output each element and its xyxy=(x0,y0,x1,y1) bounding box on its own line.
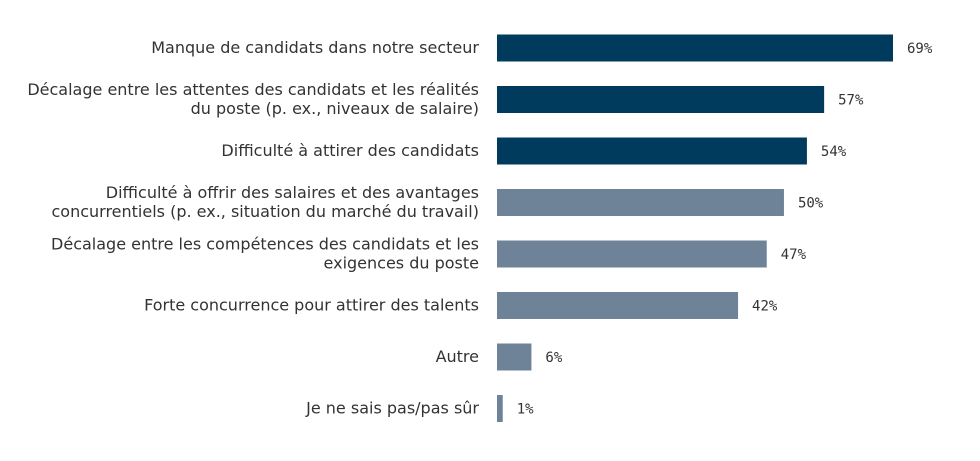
category-label-4-line-0: Décalage entre les compétences des candi… xyxy=(51,235,479,254)
value-label-3: 50% xyxy=(798,196,824,212)
bar-3 xyxy=(497,189,784,216)
value-label-0: 69% xyxy=(907,41,933,57)
category-label-6: Autre xyxy=(436,347,479,366)
category-label-2: Difficulté à attirer des candidats xyxy=(221,141,479,160)
value-label-5: 42% xyxy=(752,299,778,315)
value-label-1: 57% xyxy=(838,93,864,109)
bar-6 xyxy=(497,343,532,371)
bar-2 xyxy=(497,137,807,165)
bar-4 xyxy=(497,240,767,268)
bar-0 xyxy=(497,34,893,62)
category-label-5: Forte concurrence pour attirer des talen… xyxy=(144,296,479,315)
category-label-7: Je ne sais pas/pas sûr xyxy=(305,399,479,418)
category-label-3-line-1: concurrentiels (p. ex., situation du mar… xyxy=(51,202,479,221)
category-label-1-line-0: Décalage entre les attentes des candidat… xyxy=(27,80,479,99)
value-label-2: 54% xyxy=(821,144,847,160)
category-label-1-line-1: du poste (p. ex., niveaux de salaire) xyxy=(191,99,479,118)
bar-5 xyxy=(497,292,739,319)
value-label-4: 47% xyxy=(781,247,807,263)
value-label-6: 6% xyxy=(545,350,562,366)
bar-1 xyxy=(497,86,825,113)
category-label-4-line-1: exigences du poste xyxy=(324,254,479,273)
bar-7 xyxy=(497,395,503,422)
category-label-3-line-0: Difficulté à offrir des salaires et des … xyxy=(106,183,479,202)
value-label-7: 1% xyxy=(517,402,534,418)
category-label-0: Manque de candidats dans notre secteur xyxy=(151,38,479,57)
